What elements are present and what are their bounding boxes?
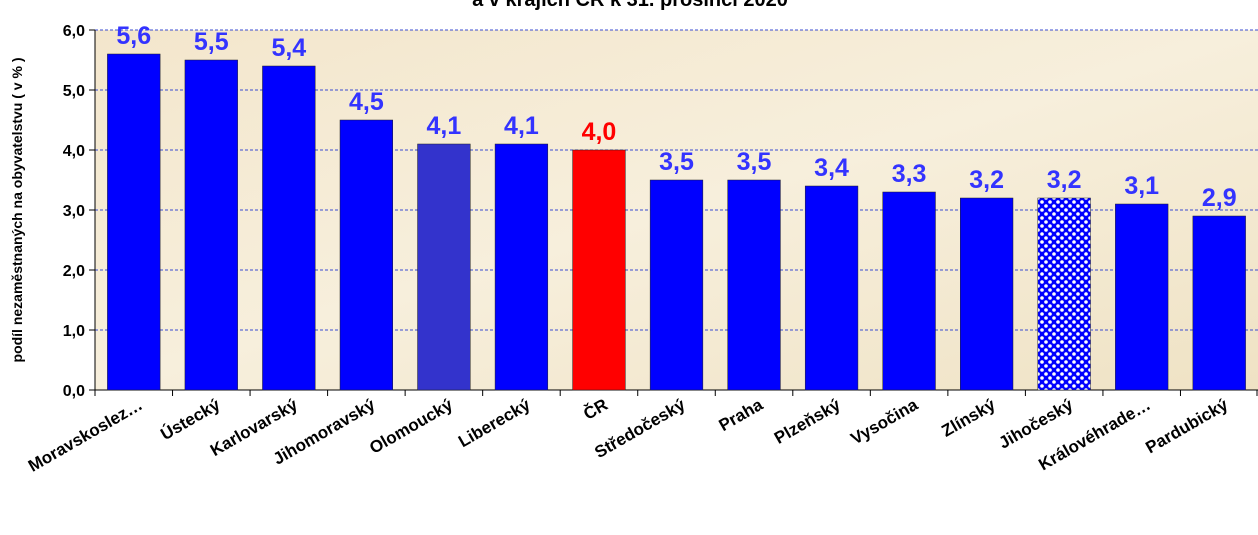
bar [804,185,859,391]
y-tick-label: 3,0 [63,203,85,220]
value-label: 5,5 [194,28,229,56]
value-label: 2,9 [1202,184,1237,212]
y-tick-label: 6,0 [63,23,85,40]
value-label: 5,4 [271,34,306,62]
x-tick-label: Moravskoslez… [25,395,146,476]
bar [882,191,936,391]
x-tick-label: ČR [580,395,611,424]
value-label: 3,3 [892,160,927,188]
value-label: 3,5 [737,148,772,176]
x-tick-label: Vysočina [847,395,921,449]
value-label: 3,2 [969,166,1004,194]
value-label: 4,1 [427,112,462,140]
value-label: 4,0 [582,118,617,146]
y-tick-label: 0,0 [63,383,85,400]
bar [649,179,704,391]
value-label: 3,1 [1124,172,1159,200]
y-axis-label: podíl nezaměstnaných na obyvatelstvu ( v… [9,58,25,363]
y-tick-label: 1,0 [63,323,85,340]
value-label: 5,6 [116,22,151,50]
y-tick-label: 4,0 [63,143,85,160]
x-tick-label: Praha [716,395,767,435]
bar [339,119,393,391]
x-tick-label: Liberecký [455,395,534,451]
bar [417,143,471,391]
value-label: 4,1 [504,112,539,140]
y-tick-label: 2,0 [63,263,85,280]
x-tick-label: Ústecký [157,395,223,444]
bar [1115,203,1169,391]
bar [1037,197,1091,391]
bar [262,65,316,391]
bar [727,179,781,391]
y-tick-label: 5,0 [63,83,85,100]
x-tick-label: Olomoucký [366,395,456,458]
value-label: 3,2 [1047,166,1082,194]
x-tick-label: Plzeňský [771,395,844,448]
bar [184,59,238,391]
value-label: 4,5 [349,88,384,116]
bar [1192,215,1246,391]
bar [107,53,161,391]
value-label: 3,4 [814,154,849,182]
chart-title: a v krajích ČR k 31. prosinci 2020 [472,0,788,11]
bar [960,197,1014,391]
bar [494,143,549,391]
value-label: 3,5 [659,148,694,176]
x-tick-label: Pardubický [1142,395,1231,458]
x-tick-label: Zlínský [938,395,999,441]
bar [572,149,626,391]
